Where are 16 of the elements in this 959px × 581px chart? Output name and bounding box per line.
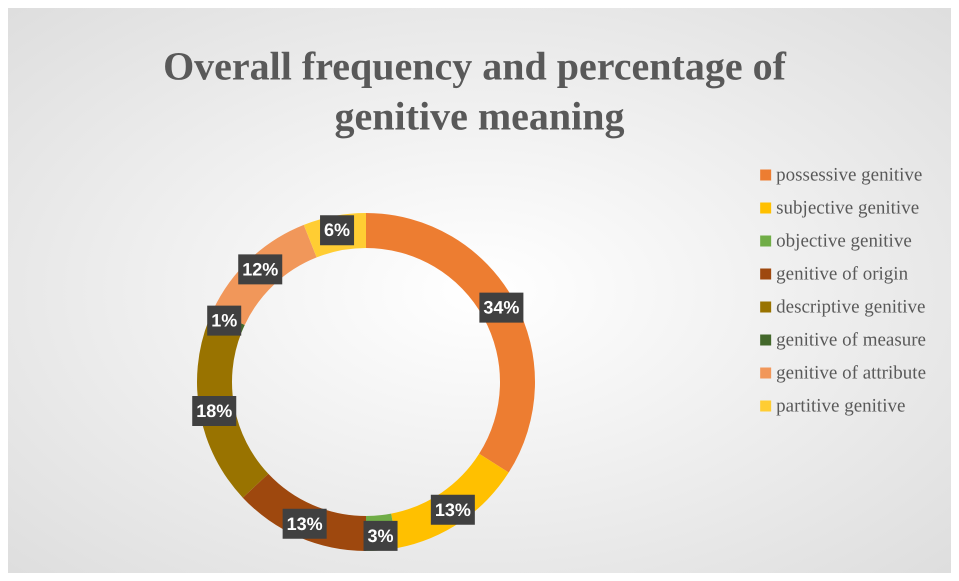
data-label: 3%: [368, 526, 394, 546]
legend-label: genitive of attribute: [776, 362, 926, 384]
legend-label: subjective genitive: [776, 198, 920, 218]
data-label: 34%: [483, 298, 520, 318]
data-label: 12%: [242, 259, 278, 280]
legend-label: objective genitive: [776, 230, 912, 252]
legend-label: possessive genitive: [776, 164, 922, 186]
legend-label: genitive of origin: [776, 264, 909, 284]
chart-title: Overall frequency and percentage of genitive meaning: [163, 44, 796, 138]
legend-label: descriptive genitive: [776, 296, 926, 318]
data-label: 6%: [324, 220, 350, 240]
legend-label: genitive of measure: [776, 330, 926, 350]
legend-label: partitive genitive: [776, 396, 906, 416]
data-label: 13%: [286, 514, 323, 534]
data-label: 18%: [196, 400, 232, 421]
data-label: 13%: [434, 500, 471, 520]
